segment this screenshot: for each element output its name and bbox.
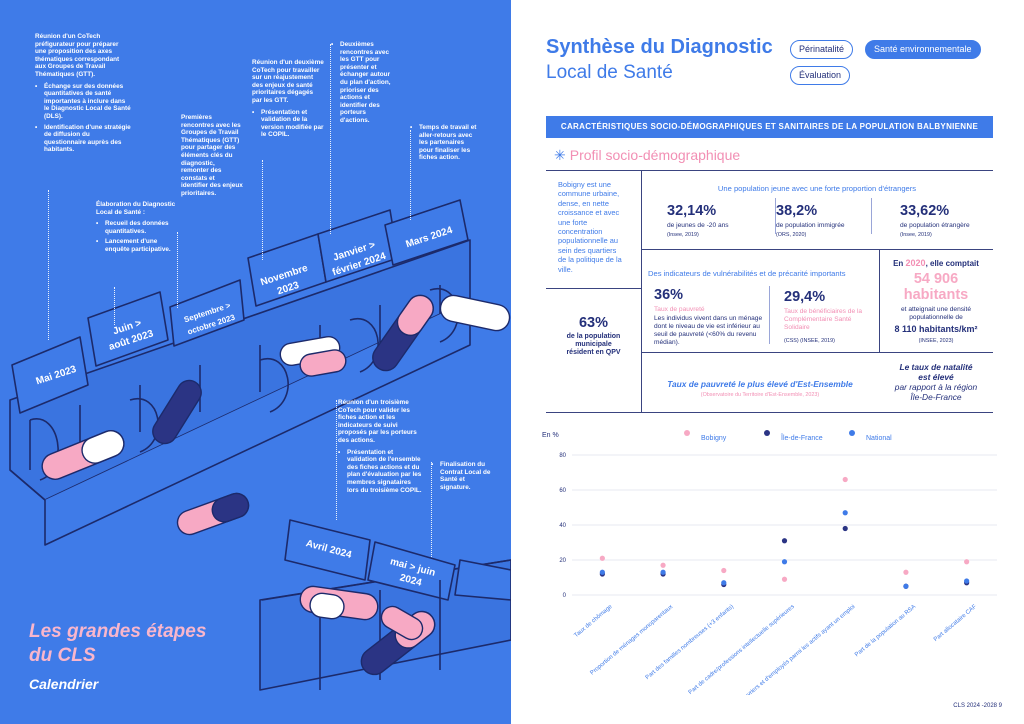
poverty-rate-value: 36% bbox=[654, 287, 684, 303]
stat-immigrant-source: (ORS, 2020) bbox=[776, 232, 807, 238]
synthesis-page: Synthèse du Diagnostic Local de Santé Pé… bbox=[512, 0, 1024, 724]
stat-youth-source: (Insee, 2019) bbox=[667, 232, 699, 238]
point-2-6 bbox=[964, 578, 970, 584]
point-0-5 bbox=[903, 569, 909, 575]
young-population-title: Une population jeune avec une forte prop… bbox=[717, 184, 917, 193]
intro-text: Bobigny est une commune urbaine, dense, … bbox=[558, 180, 622, 274]
point-0-3 bbox=[781, 576, 788, 582]
stat-youth-label: de jeunes de -20 ans bbox=[667, 222, 729, 229]
poverty-highest-source: (Observatoire du Territoire d'Est-Ensemb… bbox=[700, 392, 820, 398]
population-intro: En 2020, elle comptait bbox=[893, 258, 979, 268]
density-source: (INSEE, 2023) bbox=[918, 338, 954, 344]
point-0-2 bbox=[721, 567, 727, 574]
stat-immigrant-value: 38,2% bbox=[776, 203, 818, 219]
annotation-may-jun-2024: Finalisation du Contrat Local de Santé e… bbox=[431, 461, 497, 491]
legend-label-1: Île-de-France bbox=[780, 433, 823, 442]
point-0-6 bbox=[964, 559, 970, 565]
page-title: Synthèse du Diagnostic bbox=[546, 36, 773, 58]
x-tick-label-4: Part d'ouvriers et d'employés parmi les … bbox=[728, 604, 856, 695]
poverty-rate-description: Les individus vivent dans un ménage dont… bbox=[654, 315, 763, 346]
natality-text: Le taux de natalité est élevé par rappor… bbox=[894, 362, 978, 402]
css-rate-label: Taux de bénéficiaires de la Complémentai… bbox=[784, 308, 863, 331]
vulnerability-title: Des indicateurs de vulnérabilités et de … bbox=[648, 269, 846, 278]
page-subtitle: Local de Santé bbox=[546, 62, 673, 83]
y-tick-0: 0 bbox=[563, 593, 567, 599]
point-2-5 bbox=[903, 583, 909, 589]
density-value: 8 110 habitants/km² bbox=[894, 324, 978, 334]
calendar-page: Mai 2023 Juin > août 2023 Septembre > oc… bbox=[0, 0, 511, 724]
stat-foreign-label: de population étrangère bbox=[900, 222, 970, 229]
annotation-nov-2023: Réunion d'un deuxième CoTech pour travai… bbox=[252, 59, 324, 139]
legend-dot-2 bbox=[849, 430, 855, 436]
x-tick-label-0: Taux de chômage bbox=[573, 604, 614, 639]
legend-label-2: National bbox=[866, 435, 892, 442]
calendar-subtitle: Calendrier bbox=[29, 676, 99, 692]
legend-dot-0 bbox=[684, 430, 690, 436]
x-tick-label-5: Part de la population au RSA bbox=[854, 604, 917, 658]
point-0-0 bbox=[599, 555, 605, 561]
chip-sante-environnementale[interactable]: Santé environnementale bbox=[865, 40, 981, 59]
population-value: 54 906 bbox=[913, 271, 959, 287]
point-1-4 bbox=[842, 525, 848, 532]
y-tick-20: 20 bbox=[559, 558, 566, 564]
section-banner: CARACTÉRISTIQUES SOCIO-DÉMOGRAPHIQUES ET… bbox=[546, 116, 993, 138]
density-text: et atteignait une densité populationnell… bbox=[900, 306, 972, 321]
calendar-title: Les grandes étapes du CLS bbox=[29, 621, 207, 666]
point-0-4 bbox=[842, 476, 848, 483]
stat-youth-value: 32,14% bbox=[667, 203, 717, 219]
asterisk-icon: ✳ bbox=[554, 147, 566, 163]
stat-foreign-source: (Insee, 2019) bbox=[900, 232, 932, 238]
x-tick-label-3: Part de cadre/professions intellectuelle… bbox=[688, 604, 796, 695]
annotation-may-2023: Réunion d'un CoTech préfigurateur pour p… bbox=[35, 33, 131, 154]
chip-perinatalite[interactable]: Périnatalité bbox=[790, 40, 854, 59]
population-unit: habitants bbox=[903, 287, 969, 303]
point-2-3 bbox=[781, 559, 788, 565]
stat-immigrant-label: de population immigrée bbox=[776, 222, 845, 229]
y-tick-80: 80 bbox=[559, 453, 566, 459]
css-rate-source: (CSS) (INSEE, 2019) bbox=[784, 338, 835, 344]
annotation-apr-2024: Réunion d'un troisième CoTech pour valid… bbox=[338, 399, 422, 494]
legend-label-0: Bobigny bbox=[701, 435, 727, 442]
x-tick-label-6: Part allocataire CAF bbox=[933, 604, 978, 643]
pill-box-illustration: Mai 2023 Juin > août 2023 Septembre > oc… bbox=[9, 199, 511, 691]
section-title: ✳ Profil socio-démographique bbox=[554, 147, 741, 163]
point-0-1 bbox=[660, 562, 666, 568]
point-2-4 bbox=[842, 510, 848, 516]
qpv-label: de la population municipale résident en … bbox=[566, 333, 621, 356]
poverty-rate-label: Taux de pauvreté bbox=[654, 306, 705, 313]
y-tick-60: 60 bbox=[559, 488, 566, 494]
point-2-1 bbox=[660, 569, 666, 575]
stat-foreign-value: 33,62% bbox=[900, 203, 950, 219]
point-2-0 bbox=[599, 569, 605, 575]
css-rate-value: 29,4% bbox=[784, 289, 826, 305]
y-tick-40: 40 bbox=[559, 523, 566, 529]
indicators-scatter-chart: En % Bobigny Île-de-France National 0 20 40 60 8… bbox=[542, 430, 997, 695]
chip-evaluation[interactable]: Évaluation bbox=[790, 66, 851, 85]
y-axis-label: En % bbox=[542, 432, 559, 439]
annotation-jan-feb-2024: Deuxièmes rencontres avec les GTT pour p… bbox=[331, 41, 393, 125]
annotation-sep-oct-2023: Premières rencontres avec les Groupes de… bbox=[181, 114, 243, 197]
annotation-mar-2024: Temps de travail et aller-retours avec l… bbox=[410, 124, 480, 162]
legend-dot-1 bbox=[764, 430, 770, 436]
point-1-3 bbox=[781, 538, 788, 544]
poverty-highest-text: Taux de pauvreté le plus élevé d'Est-Ens… bbox=[667, 379, 853, 389]
page-footer: CLS 2024 -2028 9 bbox=[953, 703, 1002, 709]
qpv-value: 63% bbox=[578, 315, 609, 331]
point-2-2 bbox=[721, 580, 727, 586]
annotation-june-aug-2023: Élaboration du Diagnostic Local de Santé… bbox=[96, 201, 178, 254]
